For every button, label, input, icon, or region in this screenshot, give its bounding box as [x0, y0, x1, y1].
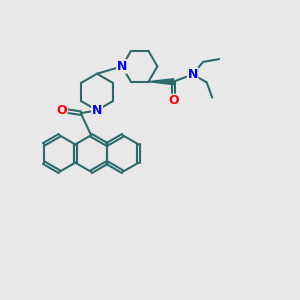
Text: N: N: [117, 60, 127, 73]
Text: N: N: [188, 68, 198, 81]
Polygon shape: [148, 79, 174, 85]
Text: O: O: [168, 94, 179, 107]
Text: N: N: [92, 104, 102, 117]
Text: N: N: [117, 60, 127, 73]
Text: O: O: [56, 104, 67, 117]
Text: N: N: [92, 104, 102, 117]
